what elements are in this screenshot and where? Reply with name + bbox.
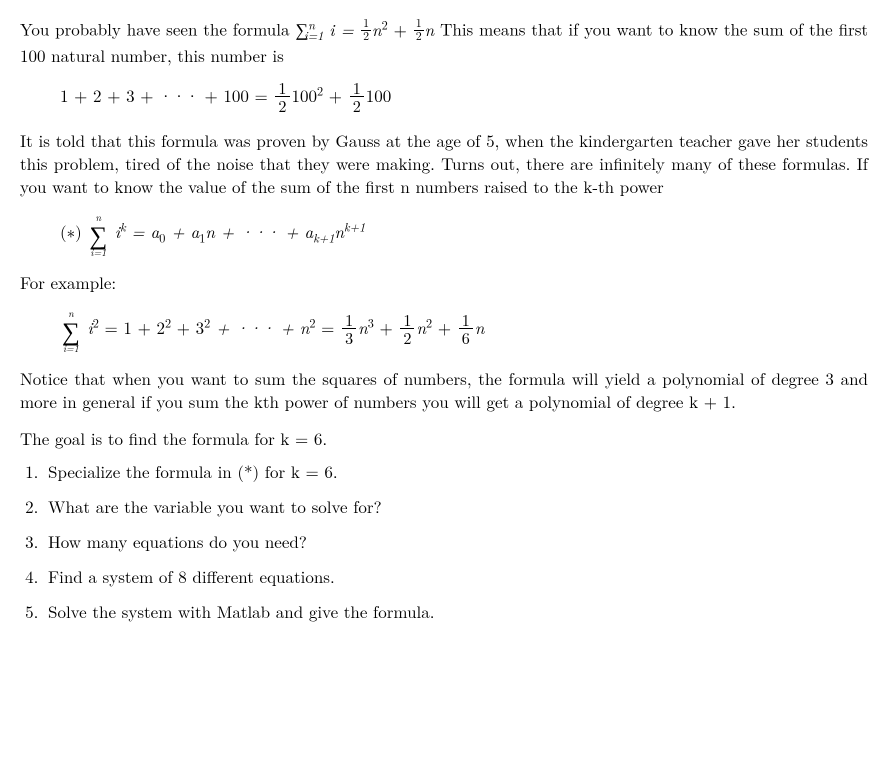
plus1: + [329, 83, 348, 107]
q4: Find a system of 8 different equations. [44, 565, 868, 588]
n1-exp: 2 [382, 15, 388, 33]
para-example: For example: [20, 271, 868, 294]
para-intro: You probably have seen the formula ∑ni=1… [20, 16, 868, 67]
para-gauss: It is told that this formula was proven … [20, 129, 868, 198]
q3: How many equations do you need? [44, 530, 868, 553]
eq1-lhs: 1 + 2 + 3 + ··· + 100 = [60, 83, 273, 107]
f31: 13 [342, 312, 356, 347]
intro-text-a: You probably have seen the formula [20, 17, 295, 41]
eq2-eq: = a0 + a1n + ··· + ak+1nk+1 [131, 219, 365, 243]
equation-squares: n ∑ i=1 i2 = 1 + 22 + 32 + ··· + n2 = 13… [60, 308, 868, 353]
para-goal: The goal is to find the formula for k = … [20, 427, 868, 450]
q5: Solve the system with Matlab and give th… [44, 600, 868, 623]
equation-100-sum: 1 + 2 + 3 + ··· + 100 = 121002 + 12100 [60, 81, 868, 116]
sigma-big-1: n ∑ i=1 [89, 212, 107, 257]
inline-sum-formula: ∑ni=1 i = 12n2 + 12n [295, 17, 440, 41]
sigma-big-2: n ∑ i=1 [62, 308, 80, 353]
q2: What are the variable you want to solve … [44, 495, 868, 518]
frac-half-1: 12 [361, 18, 371, 43]
eq3-ie: 2 [93, 314, 99, 332]
f33: 16 [459, 312, 473, 347]
frac-1: 12 [275, 80, 289, 115]
t2: 100 [366, 83, 392, 107]
eq2-k: k [120, 218, 126, 236]
sigma-sub: i=1 [304, 26, 323, 44]
e1: 2 [317, 81, 323, 99]
para-notice: Notice that when you want to sum the squ… [20, 367, 868, 413]
plus: + [394, 17, 413, 41]
equation-star: (∗) n ∑ i=1 ik = a0 + a1n + ··· + ak+1nk… [60, 212, 868, 257]
eq3-mid: = 1 + 2 [105, 315, 165, 339]
inline-body: i = [329, 17, 360, 41]
f32: 12 [400, 312, 414, 347]
star: (∗) [60, 219, 87, 243]
n2: n [425, 17, 435, 41]
frac-2: 12 [350, 80, 364, 115]
q1: Specialize the formula in (*) for k = 6. [44, 460, 868, 483]
t1: 100 [292, 83, 318, 107]
frac-half-2: 12 [414, 18, 424, 43]
question-list: Specialize the formula in (*) for k = 6.… [44, 460, 868, 623]
n1: n [372, 17, 382, 41]
